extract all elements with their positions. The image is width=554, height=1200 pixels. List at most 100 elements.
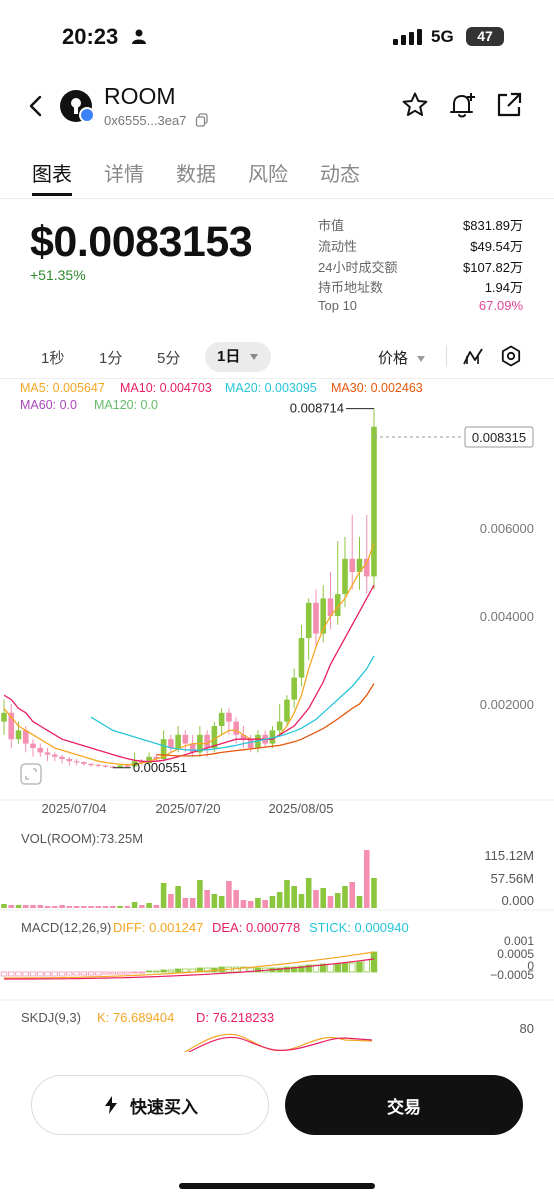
volume-bar bbox=[117, 906, 123, 908]
volume-bar bbox=[131, 902, 138, 908]
macd-histogram-bar bbox=[15, 971, 22, 977]
price-type-select[interactable]: 价格 bbox=[378, 347, 426, 368]
timeframe-1s[interactable]: 1秒 bbox=[41, 350, 65, 367]
volume-bar bbox=[81, 906, 87, 908]
candle-body bbox=[160, 739, 167, 759]
y-axis-label: 0.002000 bbox=[480, 697, 534, 712]
share-icon[interactable] bbox=[495, 91, 523, 124]
trade-label: 交易 bbox=[387, 1097, 421, 1117]
candle-body bbox=[349, 558, 356, 572]
macd-axis-label: 0 bbox=[527, 959, 534, 973]
macd-histogram-bar bbox=[0, 971, 8, 977]
tab-activity[interactable]: 动态 bbox=[320, 164, 360, 186]
candle-body bbox=[218, 712, 225, 726]
expand-icon-arrows bbox=[25, 768, 37, 780]
volume-bar bbox=[182, 898, 189, 908]
volume-bar bbox=[22, 905, 29, 908]
macd-histogram-bar bbox=[290, 966, 298, 973]
home-indicator bbox=[179, 1183, 375, 1189]
macd-histogram-bar bbox=[276, 967, 283, 973]
volume-axis-label: 57.56M bbox=[491, 871, 534, 886]
volume-bar bbox=[356, 896, 363, 908]
token-name: ROOM bbox=[104, 83, 176, 109]
macd-histogram-bar bbox=[44, 971, 51, 977]
candle-body bbox=[37, 748, 44, 753]
favorite-star-icon[interactable] bbox=[401, 91, 429, 124]
battery-icon: 47 bbox=[466, 27, 504, 46]
stat-label-liquidity: 流动性 bbox=[318, 239, 358, 254]
indicator-icon[interactable] bbox=[462, 346, 484, 371]
candle-body bbox=[66, 759, 73, 762]
macd-histogram-bar bbox=[167, 969, 175, 973]
volume-bar bbox=[124, 906, 131, 908]
macd-histogram-bar bbox=[298, 965, 305, 973]
copy-icon[interactable] bbox=[195, 113, 209, 132]
macd-histogram-bar bbox=[145, 970, 153, 973]
settings-gear-icon[interactable] bbox=[500, 345, 522, 372]
volume-bar bbox=[320, 888, 327, 908]
macd-histogram-bar bbox=[22, 971, 29, 977]
candle-body bbox=[59, 756, 65, 759]
volume-label: VOL(ROOM):73.25M bbox=[21, 831, 143, 846]
volume-bar bbox=[175, 886, 181, 908]
tab-data[interactable]: 数据 bbox=[176, 164, 216, 186]
trade-button[interactable]: 交易 bbox=[285, 1075, 523, 1135]
timeframe-1d[interactable]: 1日 bbox=[205, 342, 271, 372]
candle-body bbox=[356, 558, 363, 572]
macd-histogram-bar bbox=[73, 971, 80, 976]
candle-body bbox=[211, 726, 218, 748]
volume-bar bbox=[269, 896, 276, 908]
volume-bar bbox=[95, 906, 102, 908]
candle-body bbox=[189, 743, 196, 753]
y-axis-label: 0.004000 bbox=[480, 609, 534, 624]
quick-buy-button[interactable]: 快速买入 bbox=[31, 1075, 269, 1135]
stat-label-holders: 持币地址数 bbox=[318, 280, 384, 295]
back-button[interactable] bbox=[24, 92, 48, 120]
candle-body bbox=[313, 602, 319, 634]
x-axis-label: 2025/07/20 bbox=[155, 801, 220, 816]
candle-body bbox=[269, 730, 276, 744]
macd-axis-label: 0.001 bbox=[504, 934, 534, 948]
timeframe-1m[interactable]: 1分 bbox=[99, 350, 123, 367]
tab-chart[interactable]: 图表 bbox=[32, 164, 72, 186]
macd-histogram-bar bbox=[102, 971, 109, 975]
candlestick-chart[interactable]: 0.006000 0.004000 0.002000 2025/07/04 2025/0… bbox=[0, 378, 554, 1058]
volume-bar bbox=[1, 904, 7, 908]
volume-bar bbox=[204, 890, 210, 908]
divider bbox=[0, 198, 554, 199]
volume-bar bbox=[110, 906, 116, 908]
tab-details[interactable]: 详情 bbox=[104, 164, 144, 186]
skdj-label: SKDJ(9,3) bbox=[21, 1010, 81, 1025]
macd-diff-line bbox=[4, 951, 375, 979]
timeframe-5m[interactable]: 5分 bbox=[157, 350, 181, 367]
candle-body bbox=[204, 734, 210, 748]
current-price-label: 0.008315 bbox=[472, 430, 526, 445]
macd-dea-label: DEA: 0.000778 bbox=[212, 920, 300, 935]
volume-bar bbox=[334, 893, 341, 908]
ma5-label: MA5: 0.005647 bbox=[20, 381, 105, 395]
person-icon bbox=[131, 28, 147, 49]
network-type: 5G bbox=[431, 27, 454, 46]
volume-bar bbox=[15, 905, 22, 908]
candle-body bbox=[124, 765, 131, 767]
volume-bar bbox=[59, 905, 65, 908]
price-alert-bell-icon[interactable] bbox=[448, 90, 478, 125]
tab-underline bbox=[32, 193, 72, 196]
high-price-label: 0.008714 bbox=[290, 401, 344, 416]
volume-bar bbox=[291, 886, 297, 908]
volume-bar bbox=[284, 880, 290, 908]
volume-axis-label: 0.000 bbox=[501, 893, 534, 908]
current-price-box bbox=[464, 426, 534, 448]
volume-bar bbox=[363, 850, 370, 908]
stat-value-volume-24h: $107.82万 bbox=[463, 260, 523, 275]
candle-body bbox=[8, 712, 15, 740]
candle-body bbox=[73, 761, 80, 763]
volume-bar bbox=[66, 906, 73, 908]
macd-histogram-bar bbox=[232, 966, 240, 973]
volume-bar bbox=[371, 878, 377, 908]
volume-bar bbox=[298, 894, 305, 908]
volume-axis-label: 115.12M bbox=[484, 848, 534, 863]
candle-body bbox=[146, 756, 152, 764]
low-price-label: 0.000551 bbox=[133, 760, 187, 775]
tab-risk[interactable]: 风险 bbox=[248, 164, 288, 186]
